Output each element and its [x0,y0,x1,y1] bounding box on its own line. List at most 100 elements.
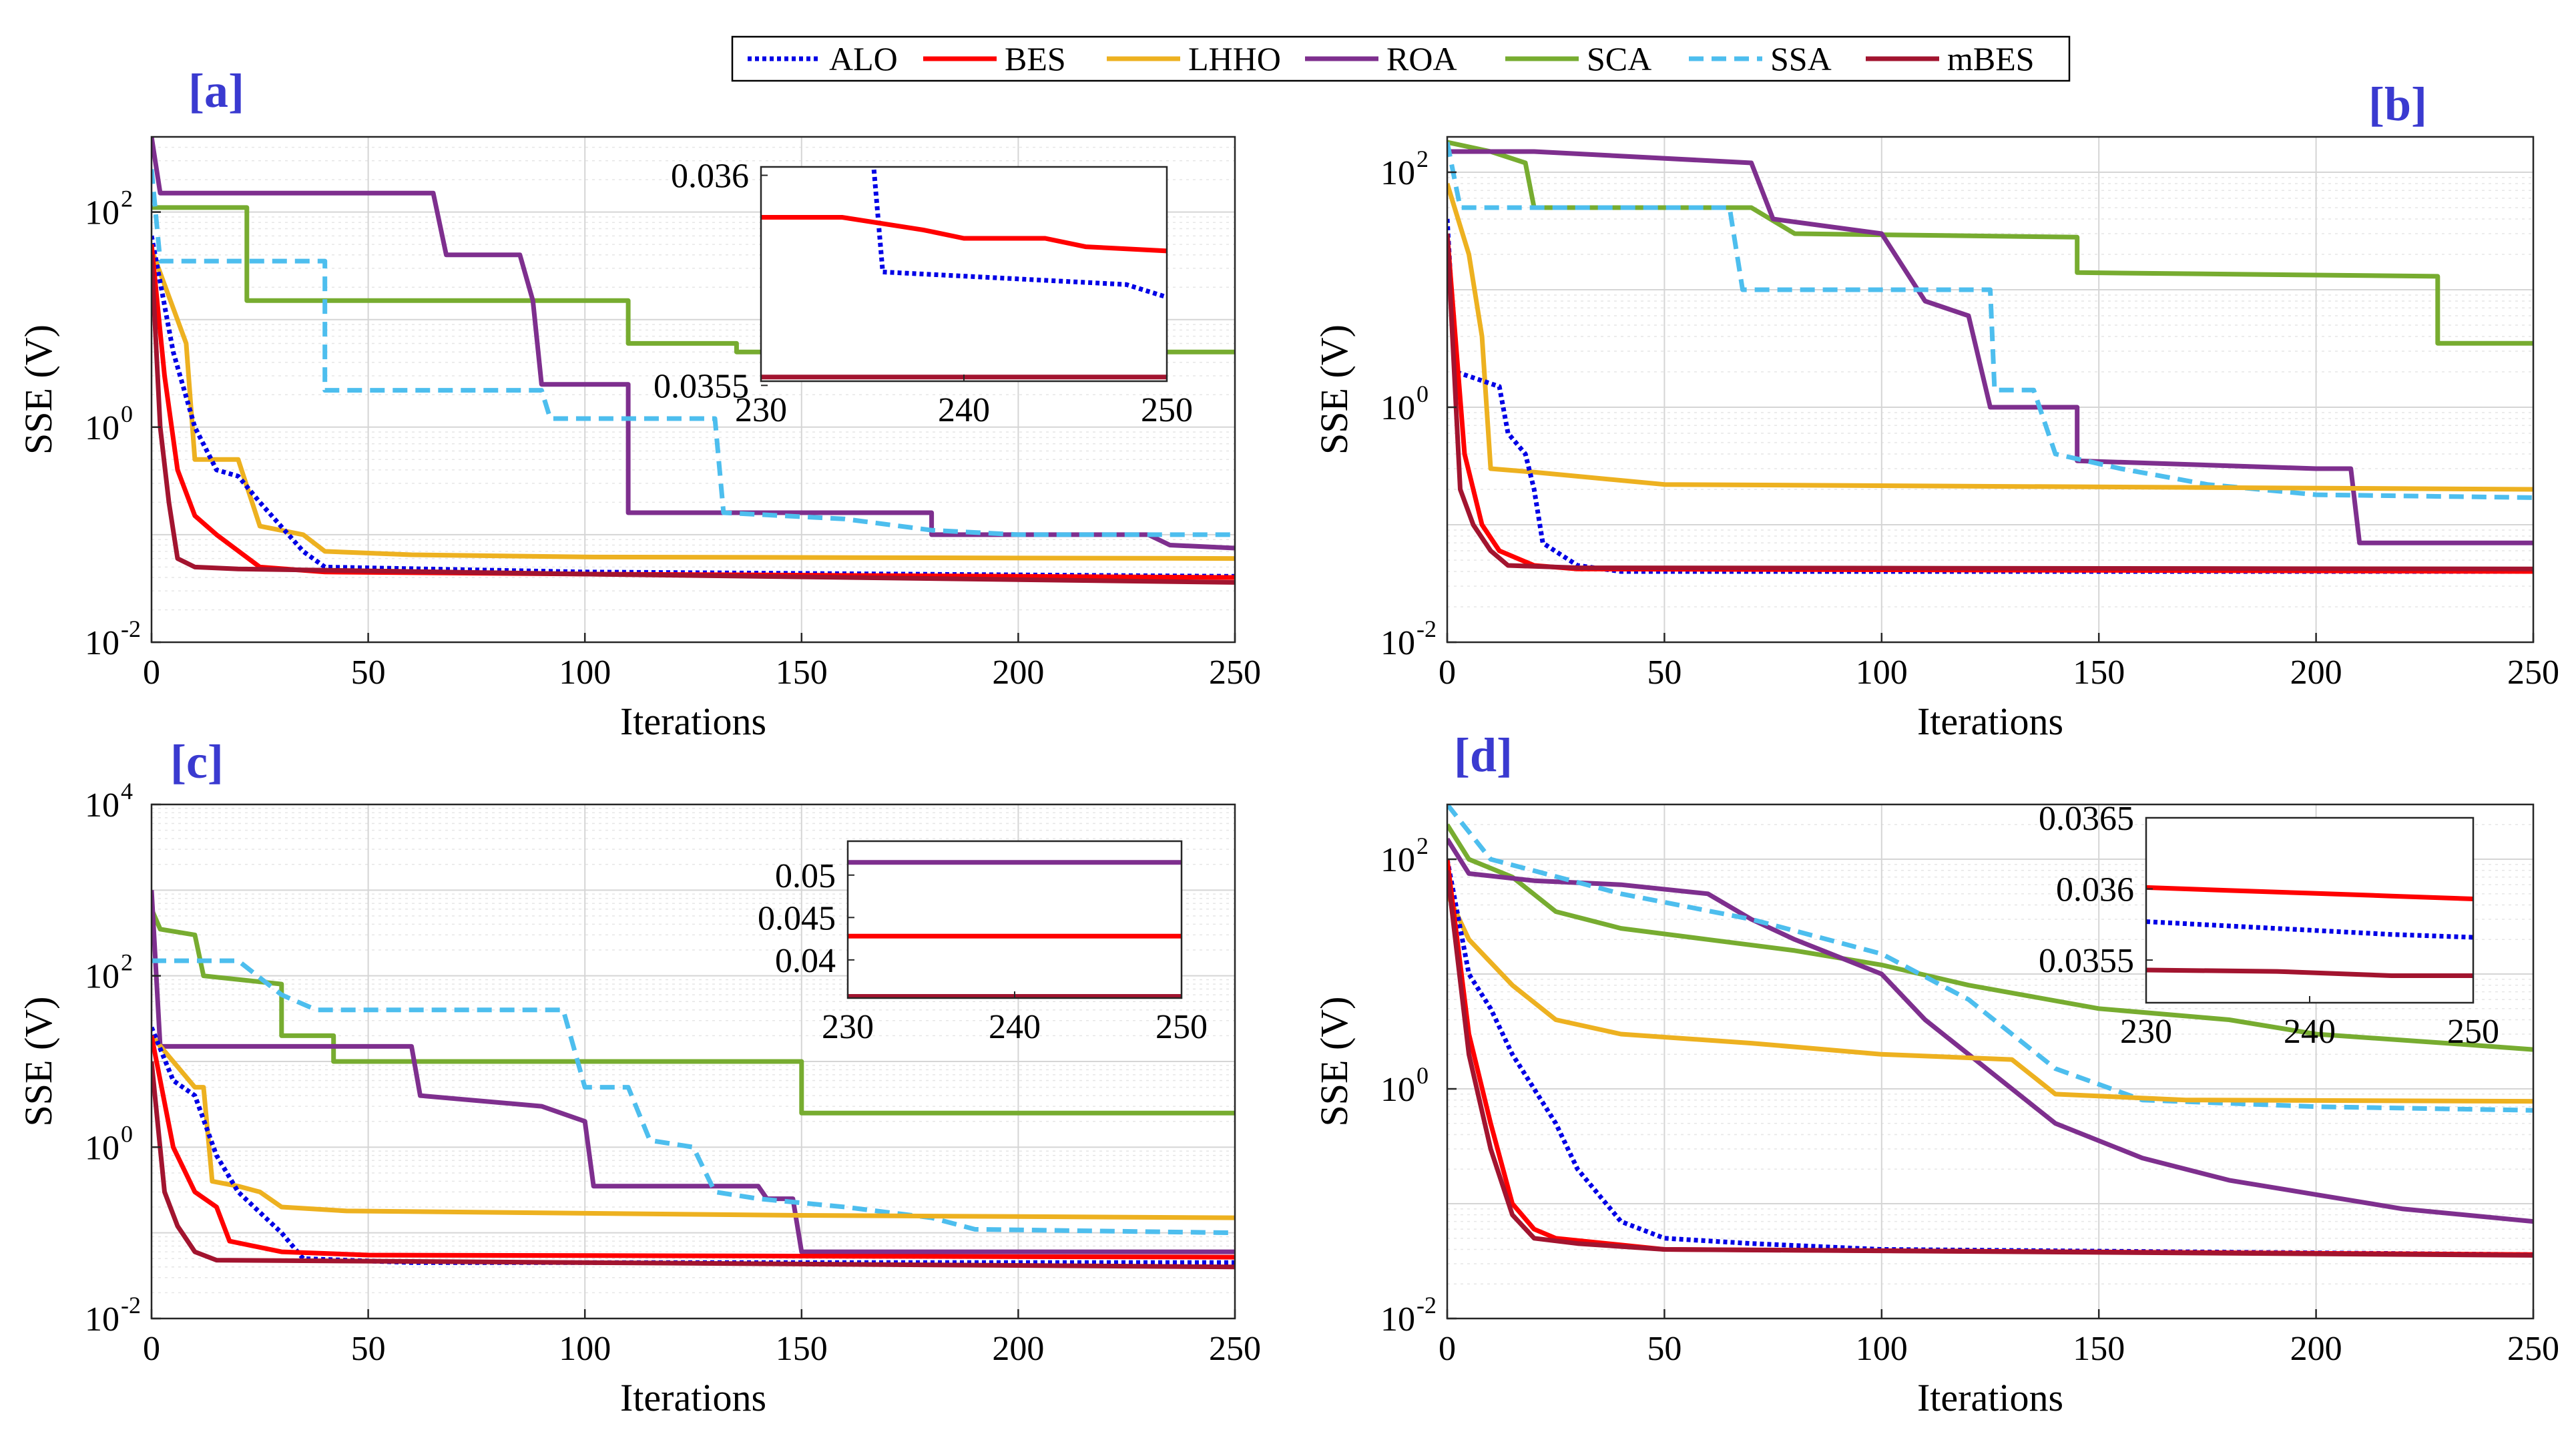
legend-label-sca: SCA [1587,40,1651,77]
inset-series-mbes [2146,967,2473,978]
y-tick-base: 10 [85,194,119,232]
inset-y-tick-label: 0.0355 [2039,942,2134,980]
line-series-alo [1447,859,2533,1257]
x-tick-label: 50 [1647,654,1682,692]
y-tick-base: 10 [1380,624,1415,662]
y-tick-base: 10 [85,786,119,824]
panel-label: [c] [170,735,224,788]
x-axis-label: Iterations [1917,1376,2063,1419]
line-series-lhho [1447,893,2533,1104]
inset-y-tick-label: 0.0365 [2039,800,2134,838]
x-tick-label: 150 [2073,654,2125,692]
series-group [1447,140,2533,574]
y-tick-base: 10 [85,958,119,996]
x-tick-label: 100 [559,1330,611,1368]
x-tick-label: 150 [776,1330,828,1368]
legend-label-roa: ROA [1386,40,1457,77]
line-series-lhho [1447,182,2533,492]
panel-label: [a] [188,64,244,117]
line-series-sca [152,205,1235,354]
y-tick-exponent: -2 [121,1292,141,1319]
panel-label: [d] [1454,728,1513,782]
series-group [1447,804,2533,1258]
line-series-roa [1447,149,2533,545]
x-tick-label: 0 [143,1330,160,1368]
inset-x-tick-label: 250 [1155,1008,1208,1046]
line-series-ssa [152,169,1235,537]
x-axis-label: Iterations [620,1376,766,1419]
line-series-mbes [152,254,1235,585]
x-tick-label: 250 [2507,654,2559,692]
legend-label-mbes: mBES [1947,40,2035,77]
x-tick-label: 100 [1856,1330,1908,1368]
inset: 230 240 250 0.0355 0.036 0.0365 [2039,800,2499,1051]
y-axis-label: SSE (V) [1312,997,1356,1127]
legend-label-ssa: SSA [1770,40,1832,77]
series-group [152,137,1235,585]
inset-x-tick-label: 230 [735,391,787,429]
line-series-roa [1447,837,2533,1224]
y-tick-exponent: 0 [121,1120,133,1147]
y-tick-exponent: 2 [121,949,133,976]
y-tick-exponent: 2 [1416,832,1429,859]
x-tick-label: 200 [2290,1330,2342,1368]
x-tick-label: 50 [1647,1330,1682,1368]
y-tick-exponent: 4 [121,778,133,804]
x-tick-label: 250 [1209,1330,1261,1368]
line-series-lhho [152,248,1235,561]
inset: 230 240 250 0.04 0.045 0.05 [758,840,1208,1046]
y-axis-label: SSE (V) [1312,324,1356,455]
y-tick-exponent: 0 [121,401,133,427]
inset-series-alo [2146,919,2473,940]
inset-y-tick-label: 0.04 [775,942,836,980]
line-series-lhho [152,1034,1235,1220]
inset-x-tick-label: 230 [822,1008,874,1046]
y-tick-exponent: -2 [1416,1292,1437,1319]
inset-series-alo [871,167,1167,300]
inset-y-tick-label: 0.05 [775,857,836,895]
inset-y-tick-label: 0.036 [671,158,749,196]
y-tick-base: 10 [85,1300,119,1339]
axes-box [1446,803,2535,1320]
inset-area [848,841,1182,998]
line-series-sca [1447,140,2533,346]
legend-label-bes: BES [1005,40,1066,77]
x-tick-label: 0 [143,654,160,692]
y-tick-exponent: 0 [1416,1062,1429,1089]
y-tick-base: 10 [85,409,119,447]
x-tick-label: 0 [1439,654,1456,692]
x-tick-label: 150 [776,654,828,692]
y-tick-base: 10 [1380,1071,1415,1109]
series-group [152,890,1235,1270]
y-tick-base: 10 [85,1129,119,1167]
inset-x-tick-label: 240 [989,1008,1041,1046]
x-tick-label: 150 [2073,1330,2125,1368]
panel-label: [b] [2368,77,2427,131]
x-tick-label: 0 [1439,1330,1456,1368]
inset-y-tick-label: 0.045 [758,899,836,937]
inset: 230 240 250 0.0355 0.036 [654,158,1193,429]
y-tick-base: 10 [85,624,119,662]
plot-area [1447,137,2533,642]
inset-x-tick-label: 230 [2120,1013,2172,1051]
y-tick-base: 10 [1380,154,1415,192]
y-tick-base: 10 [1380,1300,1415,1339]
x-tick-label: 50 [351,654,386,692]
x-tick-label: 200 [992,654,1044,692]
line-series-ssa [1447,804,2533,1113]
x-tick-label: 100 [1856,654,1908,692]
legend: ALO BES LHHO ROA SCA SSA mBES [731,35,2071,82]
line-series-roa [152,890,1235,1254]
inset-x-tick-label: 250 [2447,1013,2499,1051]
y-tick-exponent: -2 [121,616,141,642]
inset-series-bes [2146,885,2473,901]
axes-box [1446,136,2535,644]
y-tick-exponent: 2 [121,186,133,212]
line-series-bes [152,1035,1235,1260]
axes-box [150,136,1236,644]
y-axis-label: SSE (V) [17,324,60,455]
